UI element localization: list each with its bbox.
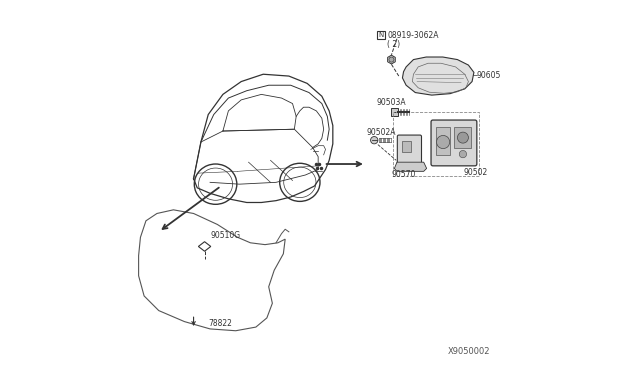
Text: 90502A: 90502A bbox=[367, 128, 396, 137]
Bar bbox=[454, 127, 470, 148]
Circle shape bbox=[389, 57, 394, 62]
Bar bbox=[402, 141, 412, 152]
Text: 90510G: 90510G bbox=[210, 231, 240, 240]
Text: 08919-3062A: 08919-3062A bbox=[387, 31, 438, 39]
Circle shape bbox=[436, 135, 450, 149]
Text: 78822: 78822 bbox=[208, 319, 232, 328]
FancyBboxPatch shape bbox=[431, 120, 477, 166]
Text: 90605: 90605 bbox=[477, 71, 501, 80]
Circle shape bbox=[458, 132, 468, 143]
Polygon shape bbox=[403, 57, 474, 95]
Bar bbox=[391, 108, 398, 116]
Polygon shape bbox=[394, 162, 427, 171]
Text: ( 2): ( 2) bbox=[387, 41, 400, 49]
Polygon shape bbox=[388, 55, 396, 64]
Circle shape bbox=[371, 137, 378, 144]
Text: N: N bbox=[378, 32, 383, 38]
Bar bbox=[392, 112, 479, 176]
Text: 90570: 90570 bbox=[392, 170, 416, 179]
Bar bbox=[436, 127, 451, 155]
FancyBboxPatch shape bbox=[397, 135, 422, 166]
Circle shape bbox=[460, 150, 467, 158]
Text: 90502: 90502 bbox=[463, 169, 488, 177]
Text: 90503A: 90503A bbox=[377, 98, 406, 107]
Text: X9050002: X9050002 bbox=[448, 347, 490, 356]
